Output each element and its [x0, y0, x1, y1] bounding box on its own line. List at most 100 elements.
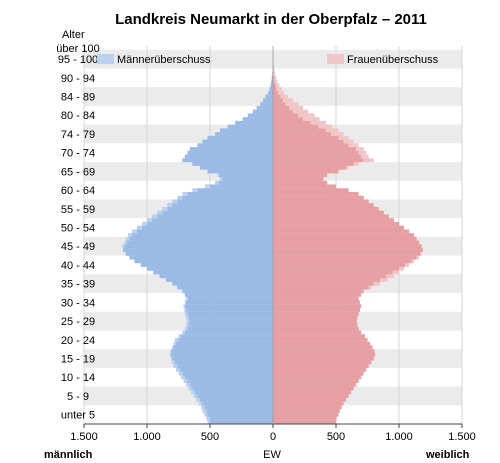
male-surplus-bar-age-33 [186, 296, 188, 301]
x-tick-label: 1.000 [385, 431, 413, 443]
female-surplus-bar-age-88 [278, 90, 285, 95]
x-tick-label: 1.000 [133, 431, 161, 443]
female-bar-age-15 [273, 364, 369, 369]
female-bar-age-58 [273, 203, 374, 208]
male-surplus-bar-age-51 [131, 229, 137, 234]
male-bar-age-62 [197, 188, 273, 193]
male-surplus-bar-age-48 [124, 240, 127, 245]
age-tick-label: 50 - 54 [61, 223, 95, 235]
female-bar-age-4 [273, 405, 342, 410]
female-bar-age-80 [273, 120, 311, 125]
female-bar-age-2 [273, 412, 339, 417]
female-bar-age-37 [273, 281, 374, 286]
male-surplus-bar-age-1 [206, 416, 210, 421]
male-bar-age-56 [162, 210, 273, 215]
male-bar-age-8 [194, 390, 273, 395]
female-bar-age-25 [273, 326, 359, 331]
female-surplus-bar-age-85 [285, 102, 299, 107]
female-bar-age-61 [273, 191, 359, 196]
female-bar-age-75 [273, 139, 344, 144]
female-bar-age-70 [273, 158, 364, 163]
female-bar-age-28 [273, 315, 358, 320]
male-surplus-bar-age-21 [173, 341, 176, 346]
age-tick-label: 90 - 94 [61, 73, 95, 85]
female-bar-age-57 [273, 206, 379, 211]
male-surplus-bar-age-65 [220, 176, 223, 181]
female-bar-age-67 [273, 169, 339, 174]
female-surplus-bar-age-84 [289, 105, 304, 110]
female-bar-age-85 [273, 102, 286, 107]
male-bar-age-47 [124, 244, 273, 249]
female-bar-age-0 [273, 420, 336, 425]
male-bar-age-88 [267, 90, 273, 95]
female-bar-age-88 [273, 90, 279, 95]
age-tick-label: 35 - 39 [61, 279, 95, 291]
female-bar-age-66 [273, 173, 328, 178]
female-bar-age-5 [273, 401, 344, 406]
female-surplus-bar-age-69 [353, 162, 359, 166]
female-bar-age-40 [273, 270, 393, 275]
male-bar-age-54 [152, 218, 273, 223]
female-bar-age-64 [273, 180, 328, 185]
male-bar-age-68 [199, 165, 273, 170]
female-surplus-bar-age-70 [363, 158, 374, 163]
male-surplus-bar-age-11 [183, 379, 188, 383]
female-surplus-bar-age-75 [343, 139, 354, 144]
male-bar-age-31 [184, 304, 273, 309]
male-bar-age-32 [186, 300, 273, 305]
female-bar-age-48 [273, 240, 420, 245]
male-bar-age-71 [184, 154, 273, 159]
legend-male-label: Männerüberschuss [117, 54, 211, 66]
axes [83, 46, 463, 428]
age-tick-label: 5 - 9 [67, 391, 89, 403]
female-bar-age-84 [273, 105, 290, 110]
male-surplus-bar-age-6 [196, 397, 200, 402]
age-tick-label: 74 - 79 [61, 129, 95, 141]
male-surplus-bar-age-8 [191, 390, 195, 395]
female-bar-age-38 [273, 278, 381, 282]
age-tick-label: 20 - 24 [61, 335, 95, 347]
male-surplus-bar-age-29 [184, 311, 188, 316]
female-bar-age-23 [273, 334, 365, 339]
female-bar-age-51 [273, 229, 410, 234]
male-surplus-bar-age-5 [198, 401, 203, 406]
female-bar-age-27 [273, 319, 357, 324]
male-bar-age-92 [271, 75, 273, 80]
male-bar-age-90 [270, 83, 273, 88]
male-surplus-bar-age-49 [125, 236, 130, 241]
female-bar-age-24 [273, 330, 362, 335]
male-surplus-bar-age-66 [217, 173, 219, 178]
male-bar-age-12 [184, 375, 273, 380]
age-tick-label: 15 - 19 [61, 354, 95, 366]
female-surplus-bar-age-83 [293, 109, 309, 114]
female-surplus-bar-age-86 [283, 98, 294, 103]
female-surplus-bar-age-76 [338, 135, 349, 140]
male-bar-age-44 [129, 255, 273, 260]
male-surplus-bar-age-0 [207, 420, 210, 425]
male-bar-age-86 [262, 98, 273, 103]
male-bar-age-65 [222, 176, 273, 181]
female-bar-age-63 [273, 184, 336, 189]
male-bar-age-21 [175, 341, 273, 346]
male-bar-age-39 [159, 274, 273, 279]
male-bar-age-52 [141, 225, 273, 230]
male-surplus-bar-age-24 [182, 330, 185, 335]
male-bar-age-9 [192, 386, 273, 391]
female-bar-age-79 [273, 124, 319, 129]
male-bar-age-53 [147, 221, 273, 226]
chart-title: Landkreis Neumarkt in der Oberpfalz – 20… [115, 11, 427, 28]
male-bar-age-17 [172, 356, 273, 361]
male-surplus-bar-age-14 [175, 367, 180, 372]
female-bar-age-29 [273, 311, 359, 316]
female-surplus-bar-age-95 [273, 64, 275, 69]
male-bar-age-11 [187, 379, 273, 383]
female-bar-age-83 [273, 109, 294, 114]
male-surplus-bar-age-20 [172, 345, 174, 350]
male-surplus-bar-age-3 [202, 409, 207, 413]
female-bar-age-43 [273, 259, 412, 264]
male-surplus-bar-age-50 [128, 233, 132, 238]
male-surplus-bar-age-63 [204, 184, 210, 189]
male-bar-age-51 [136, 229, 273, 234]
male-surplus-bar-age-56 [157, 210, 163, 215]
